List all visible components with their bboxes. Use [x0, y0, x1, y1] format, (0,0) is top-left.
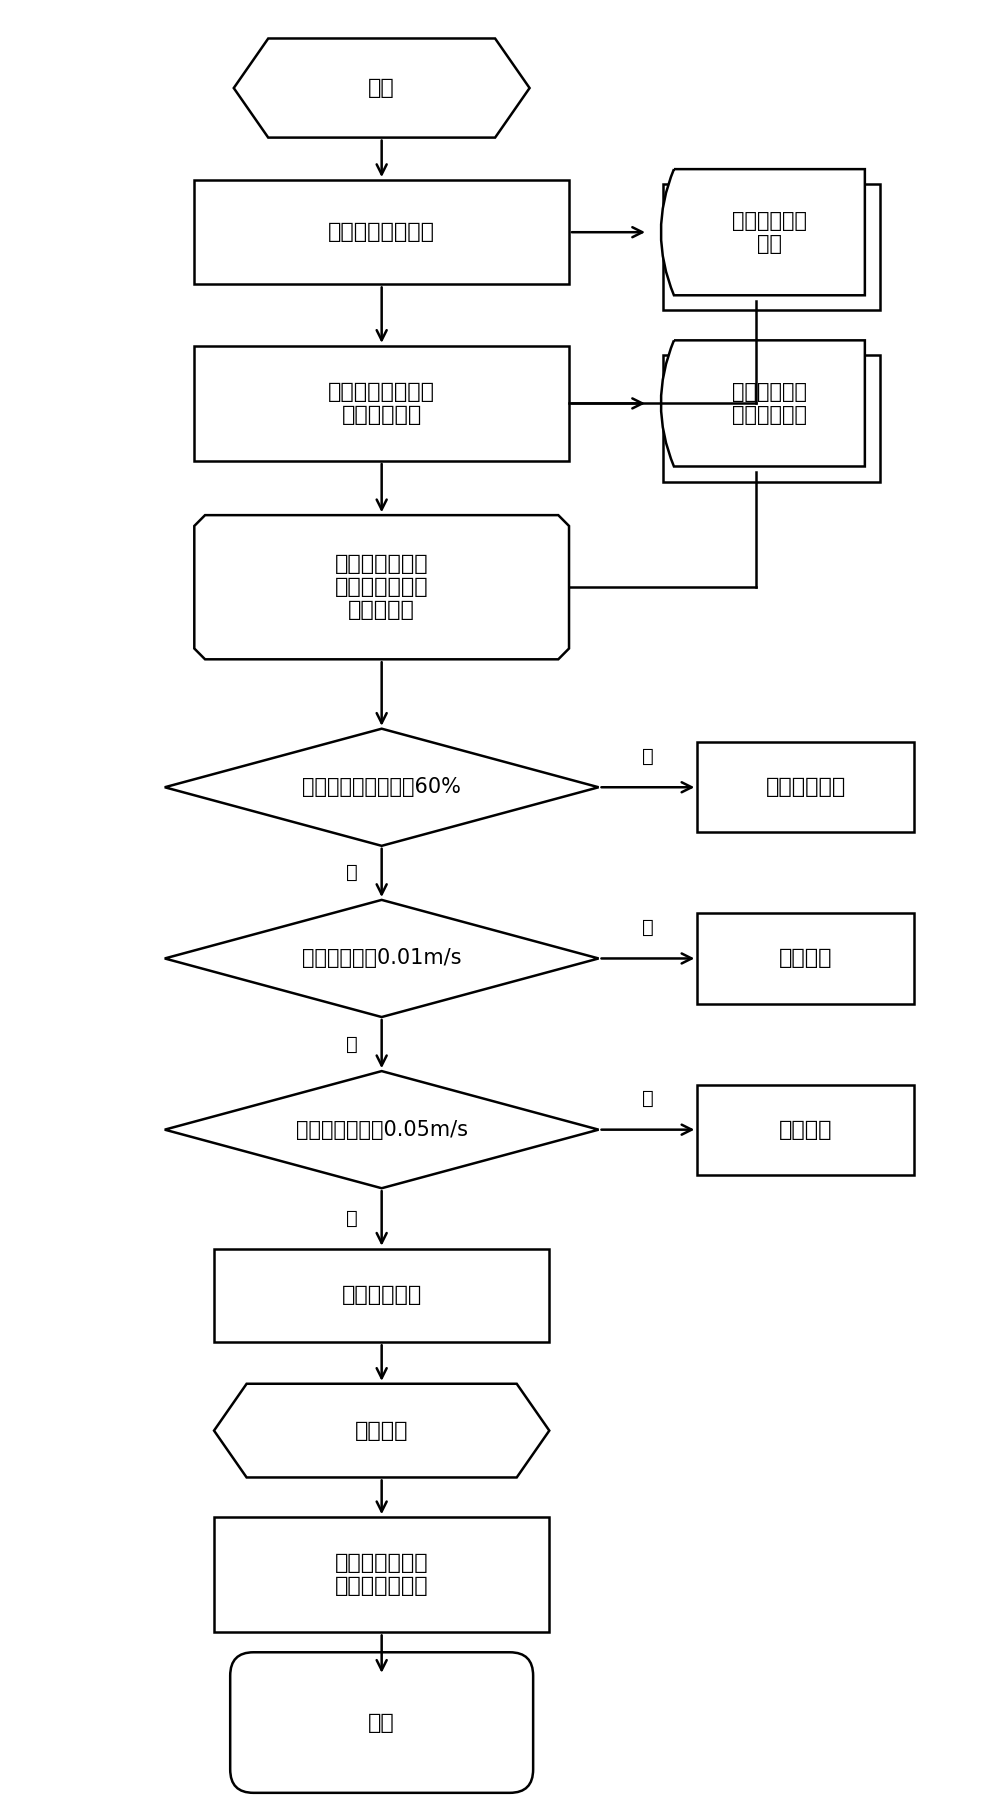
Polygon shape — [234, 38, 530, 138]
Text: 否: 否 — [346, 1209, 358, 1228]
Bar — [194, 345, 569, 461]
Text: 统计结束: 统计结束 — [355, 1420, 408, 1440]
Text: 平均流速不大于0.05m/s: 平均流速不大于0.05m/s — [296, 1120, 468, 1140]
Text: 入流边界加入守恒
物质为示踪剂: 入流边界加入守恒 物质为示踪剂 — [328, 381, 435, 425]
Text: 开始从下游到上
游对中心线上各
点进行分类: 开始从下游到上 游对中心线上各 点进行分类 — [335, 554, 428, 621]
Bar — [697, 913, 914, 1004]
Text: 根据分类结果划
分水力特性分区: 根据分类结果划 分水力特性分区 — [335, 1553, 428, 1596]
Bar — [194, 180, 569, 285]
PathPatch shape — [661, 169, 865, 296]
Polygon shape — [165, 728, 599, 846]
Text: 平均流速小于0.01m/s: 平均流速小于0.01m/s — [302, 948, 461, 968]
Bar — [697, 1084, 914, 1175]
Text: 是: 是 — [642, 917, 654, 937]
PathPatch shape — [661, 340, 865, 467]
Text: 在过度区: 在过度区 — [779, 1120, 832, 1140]
Bar — [663, 183, 880, 311]
Text: 在湖泊区: 在湖泊区 — [779, 948, 832, 968]
Bar — [697, 743, 914, 832]
Text: 水动力场计算
结果: 水动力场计算 结果 — [732, 211, 807, 254]
Bar — [214, 1249, 549, 1342]
Text: 在天然河道区: 在天然河道区 — [342, 1286, 422, 1306]
Polygon shape — [214, 1384, 549, 1478]
FancyBboxPatch shape — [230, 1653, 533, 1792]
Text: 守恒物质浓度
分布计算结果: 守恒物质浓度 分布计算结果 — [732, 381, 807, 425]
Polygon shape — [165, 901, 599, 1017]
Text: 否: 否 — [346, 863, 358, 883]
Text: 在干流影响区: 在干流影响区 — [766, 777, 846, 797]
Text: 干流示踪剂浓度超过60%: 干流示踪剂浓度超过60% — [302, 777, 461, 797]
Polygon shape — [194, 516, 569, 659]
Bar — [663, 356, 880, 481]
Text: 开始: 开始 — [368, 78, 395, 98]
Polygon shape — [165, 1071, 599, 1188]
Bar — [214, 1516, 549, 1633]
Text: 结束: 结束 — [368, 1712, 395, 1732]
Text: 数值分析水动力场: 数值分析水动力场 — [328, 222, 435, 242]
Text: 是: 是 — [642, 746, 654, 766]
Text: 否: 否 — [346, 1035, 358, 1053]
Text: 是: 是 — [642, 1090, 654, 1108]
